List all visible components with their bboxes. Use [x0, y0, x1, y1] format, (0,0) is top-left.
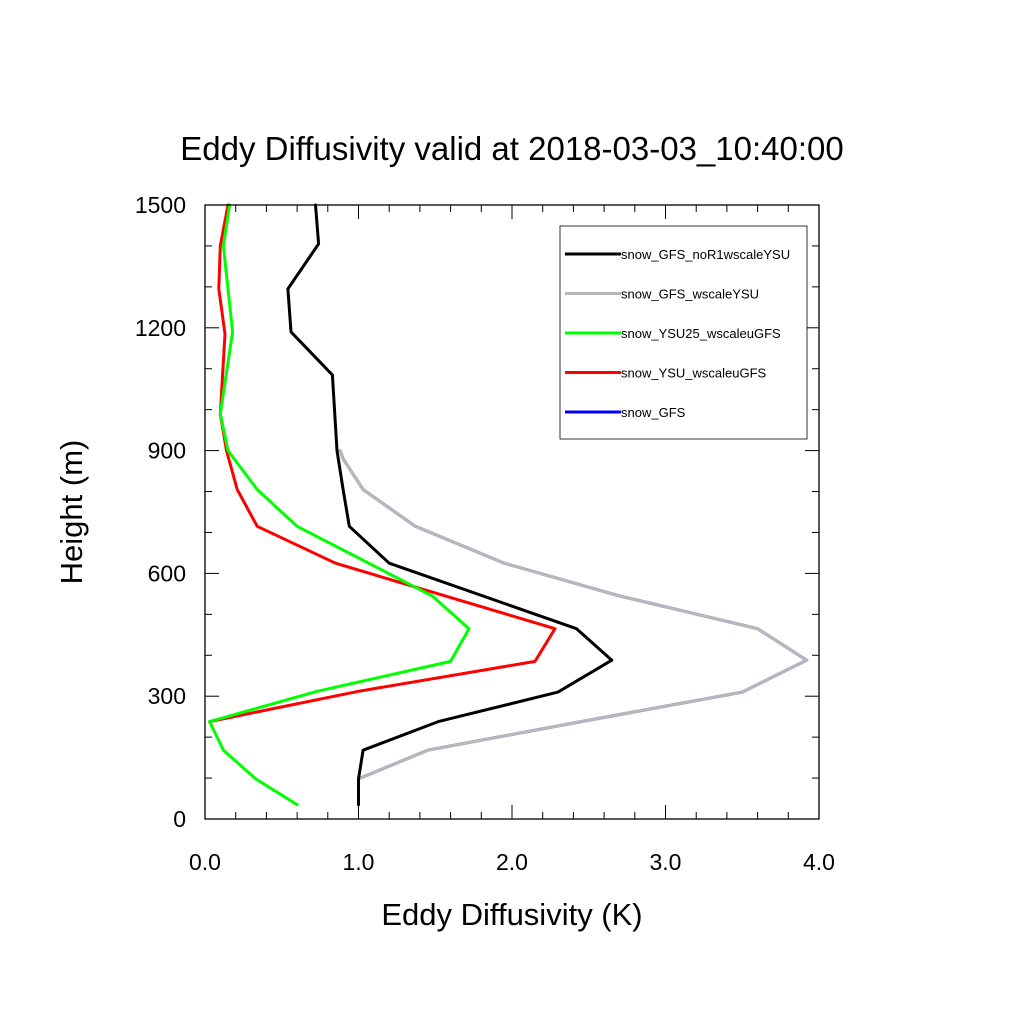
series-line-snow-gfs-nor1wscaleysu: [286, 203, 614, 807]
plot-frame: [204, 204, 820, 820]
y-tick-label: 900: [148, 438, 186, 464]
y-tick-label: 1200: [135, 315, 186, 341]
series-lines: [208, 203, 809, 807]
x-tick-label: 3.0: [650, 849, 682, 875]
legend-label: snow_GFS_wscaleYSU: [621, 287, 759, 302]
x-tick-label: 2.0: [496, 849, 528, 875]
x-axis-label: Eddy Diffusivity (K): [381, 897, 642, 932]
x-tick-label: 1.0: [343, 849, 375, 875]
x-tick-label: 0.0: [189, 849, 221, 875]
legend-label: snow_GFS_noR1wscaleYSU: [621, 247, 790, 262]
series-line-snow-ysu25-wscaleugfs: [208, 203, 471, 807]
series-line-snow-ysu-wscaleugfs: [208, 203, 557, 724]
y-tick-label: 0: [173, 806, 186, 832]
axis-ticks: 0.0 1.0 2.0 3.0 4.0 0 300 600 900 1200 1500: [135, 192, 835, 875]
y-tick-label: 600: [148, 560, 186, 586]
x-tick-label: 4.0: [803, 849, 835, 875]
chart-title: Eddy Diffusivity valid at 2018-03-03_10:…: [180, 130, 843, 167]
legend-label: snow_GFS: [621, 405, 686, 420]
y-tick-label: 300: [148, 683, 186, 709]
legend-items: snow_GFS_noR1wscaleYSU snow_GFS_wscaleYSU…: [565, 247, 790, 420]
legend: snow_GFS_noR1wscaleYSU snow_GFS_wscaleYSU…: [559, 225, 808, 440]
y-axis-label: Height (m): [54, 440, 89, 585]
legend-label: snow_YSU25_wscaleuGFS: [621, 326, 781, 341]
series-line-snow-gfs-wscaleysu: [338, 449, 809, 781]
legend-label: snow_YSU_wscaleuGFS: [621, 366, 767, 381]
series-line-snow-gfs: [338, 449, 809, 781]
y-tick-label: 1500: [135, 192, 186, 218]
